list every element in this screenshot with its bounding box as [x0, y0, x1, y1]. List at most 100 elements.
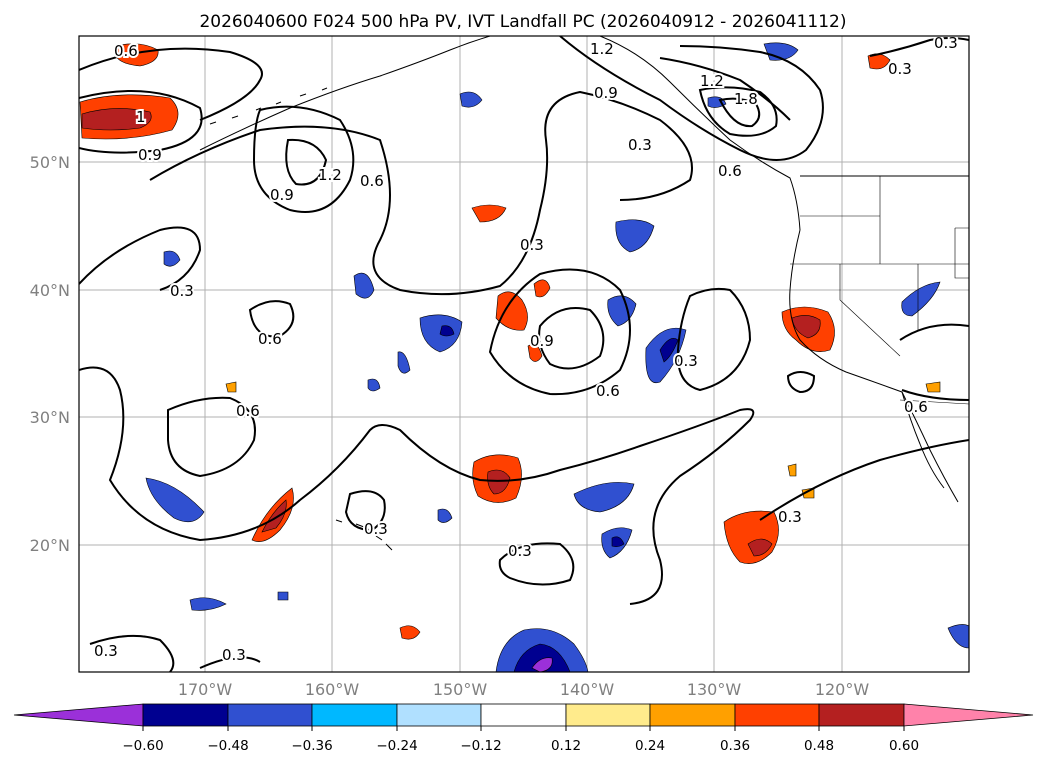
colorbar-tick-label: 0.24: [635, 738, 665, 754]
pv-contour: [698, 86, 778, 137]
contour-label: 0.3: [94, 642, 118, 660]
positive-anomaly-blob: [115, 43, 159, 67]
pv-contour: [786, 371, 816, 394]
contour-label: 1.2: [318, 166, 342, 184]
positive-anomaly-blob: [527, 344, 543, 362]
positive-anomaly-blob: [495, 291, 528, 331]
colorbar-ticks: [142, 726, 905, 731]
colorbar-segment: [396, 703, 482, 727]
colorbar-tick-label: 0.48: [804, 738, 834, 754]
ivt-shading: [79, 42, 969, 672]
negative-anomaly-blob: [397, 351, 411, 374]
colorbar-tick-label: 0.36: [720, 738, 750, 754]
negative-anomaly-blob: [947, 624, 969, 649]
pv-contour: [899, 323, 969, 341]
negative-anomaly-blob: [901, 281, 941, 317]
contour-label: 0.9: [594, 84, 618, 102]
contour-label: 0.3: [628, 136, 652, 154]
negative-anomaly-blob: [163, 250, 181, 267]
colorbar-tick-label: −0.24: [376, 738, 417, 754]
colorbar-tick-label: −0.36: [291, 738, 332, 754]
pv-contour: [248, 300, 295, 338]
contour-labels: 0.6 1.2 1.8 0.3 1 0.9 1.2 0.9 0.6 0.3 0.…: [92, 36, 960, 666]
colorbar-segment: [565, 703, 651, 727]
colorbar-tick-label: 0.60: [889, 738, 919, 754]
pv-contours: [79, 36, 969, 672]
negative-anomaly-core: [611, 536, 625, 547]
contour-label: 0.3: [364, 520, 388, 538]
negative-anomaly-blob: [573, 482, 635, 513]
colorbar-over-extension: [903, 703, 1034, 727]
pv-contour: [559, 36, 824, 161]
colorbar-tick-label: −0.48: [207, 738, 248, 754]
pv-contour: [149, 90, 693, 296]
aleutian-islands: [209, 87, 328, 125]
contour-label: 0.6: [236, 402, 260, 420]
positive-anomaly-blob: [399, 625, 421, 640]
figure-title: 2026040600 F024 500 hPa PV, IVT Landfall…: [199, 12, 846, 32]
positive-anomaly-core: [791, 315, 821, 339]
lon-label-120w: 120°W: [815, 680, 870, 699]
negative-anomaly-blob: [277, 591, 289, 601]
positive-anomaly-blob: [787, 463, 797, 477]
colorbar-segment: [227, 703, 313, 727]
pv-contour: [676, 287, 752, 392]
colorbar-segment: [480, 703, 567, 727]
lat-label-50n: 50°N: [30, 153, 70, 172]
contour-label: 0.9: [270, 186, 294, 204]
state-borders: [790, 176, 969, 357]
contour-label: 0.3: [508, 542, 532, 560]
pv-contour: [759, 439, 969, 521]
positive-anomaly-blob: [867, 53, 891, 70]
colorbar-tick-label: −0.60: [122, 738, 163, 754]
contour-label: 0.6: [360, 172, 384, 190]
negative-anomaly-blob: [353, 272, 375, 299]
negative-anomaly-core: [513, 643, 571, 672]
lon-label-160w: 160°W: [305, 680, 360, 699]
latitude-labels: 50°N 40°N 30°N 20°N: [30, 153, 70, 555]
contour-label: 0.6: [258, 330, 282, 348]
lon-label-150w: 150°W: [433, 680, 488, 699]
us-west-coast: [789, 229, 959, 503]
pv-contour: [79, 226, 202, 291]
colorbar-under-extension: [13, 703, 144, 727]
negative-anomaly-blob: [145, 477, 205, 523]
contour-label: 0.9: [138, 146, 162, 164]
negative-anomaly-blob: [367, 378, 381, 392]
pv-contour: [659, 57, 791, 121]
map-frame: [78, 35, 970, 673]
contour-label: 0.3: [888, 60, 912, 78]
pv-contour: [199, 656, 261, 669]
lon-label-140w: 140°W: [560, 680, 615, 699]
colorbar-segment: [311, 703, 398, 727]
pv-contour: [79, 366, 755, 605]
pv-contour: [488, 268, 631, 396]
pv-contour: [79, 89, 203, 154]
pv-contour: [89, 634, 175, 672]
longitude-labels: 170°W 160°W 150°W 140°W 130°W 120°W: [178, 680, 870, 699]
contour-label: 0.3: [222, 646, 246, 664]
negative-anomaly-core: [531, 657, 553, 672]
negative-anomaly-blob: [437, 508, 453, 523]
colorbar-segment: [818, 703, 905, 727]
map-panel-background: [79, 36, 969, 672]
contour-label: 1: [136, 108, 146, 126]
contour-label: 0.3: [674, 352, 698, 370]
colorbar-segment: [142, 703, 229, 727]
contour-label: 0.9: [530, 332, 554, 350]
pv-contour: [79, 47, 263, 121]
contour-label: 0.3: [778, 508, 802, 526]
colorbar-tick-label: 0.12: [551, 738, 581, 754]
contour-label: 1.2: [590, 40, 614, 58]
lat-label-20n: 20°N: [30, 536, 70, 555]
positive-anomaly-core: [487, 469, 511, 495]
hawaii-islands: [335, 519, 393, 551]
colorbar-segment: [649, 703, 736, 727]
pv-contour: [285, 138, 328, 186]
contour-label: 0.6: [718, 162, 742, 180]
negative-anomaly-blob: [615, 219, 655, 253]
positive-anomaly-blob: [533, 279, 551, 298]
pv-contour: [498, 542, 575, 586]
positive-anomaly-core: [81, 108, 152, 131]
